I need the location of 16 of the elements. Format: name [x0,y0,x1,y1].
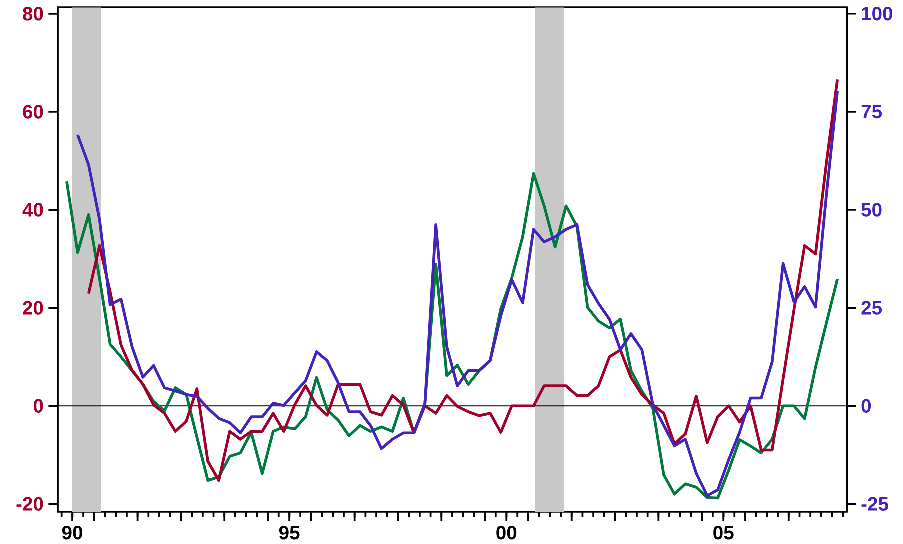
y2-tick-label: 100 [862,6,893,21]
y2-tick-label: 0 [862,399,872,413]
x-tick-label: 05 [714,526,734,540]
y-tick-label: 0 [34,399,44,413]
y-tick-label: 20 [23,301,44,315]
x-tick-label: 00 [496,526,517,540]
y2-tick-label: -25 [862,497,888,511]
y2-tick-label: 50 [862,203,882,217]
x-tick-label: 95 [279,526,300,540]
y2-tick-label: 75 [862,105,882,119]
y2-tick-label: 25 [862,301,882,315]
y-tick-label: 80 [23,7,44,21]
y-tick-label: -20 [16,497,44,511]
x-tick-label: 90 [62,526,82,540]
y-tick-label: 60 [23,105,44,119]
y-tick-label: 40 [22,203,44,217]
